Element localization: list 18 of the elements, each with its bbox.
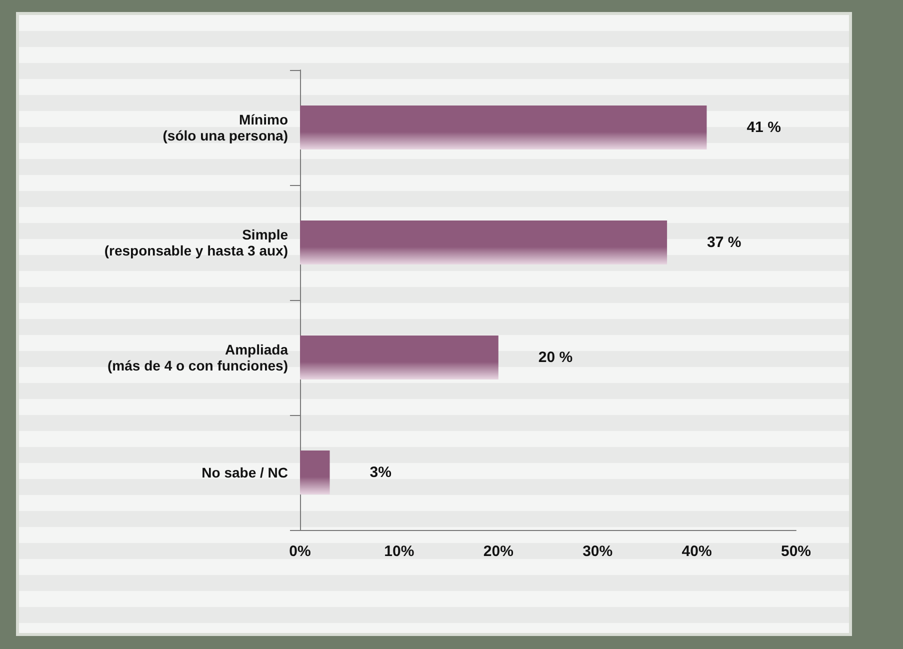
y-tick-label: No sabe / NC xyxy=(202,464,288,480)
y-tick-label: Mínimo (sólo una persona) xyxy=(162,112,288,144)
data-label: 20 % xyxy=(538,349,573,366)
x-tick-label: 10% xyxy=(384,543,414,560)
x-tick-label: 50% xyxy=(780,543,812,560)
x-tick-label: 40% xyxy=(682,543,712,560)
y-tick-label: Simple (responsable y hasta 3 aux) xyxy=(104,226,288,258)
bar xyxy=(300,220,668,264)
y-tick-label: Ampliada (más de 4 o con funciones) xyxy=(108,342,288,374)
bar xyxy=(300,450,330,494)
x-tick-label: 30% xyxy=(582,543,613,560)
x-tick-label: 0% xyxy=(289,543,311,560)
data-label: 41 % xyxy=(746,119,781,136)
bar xyxy=(300,106,707,150)
bar xyxy=(300,336,498,380)
x-tick-label: 20% xyxy=(483,543,514,560)
data-label: 37 % xyxy=(707,234,742,251)
data-label: 3% xyxy=(370,464,392,481)
